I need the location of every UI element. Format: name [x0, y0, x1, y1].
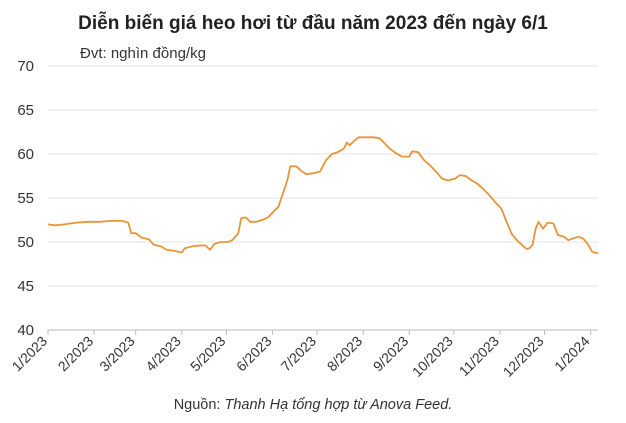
- y-tick-label: 40: [17, 322, 34, 339]
- y-axis: 40 45 50 55 60 65 70: [17, 58, 34, 339]
- y-tick-label: 45: [17, 278, 34, 295]
- chart-title: Diễn biến giá heo hơi từ đầu năm 2023 đế…: [78, 13, 548, 34]
- x-axis: 1/2023 2/2023 3/2023 4/2023 5/2023 6/2023 7/20…: [9, 329, 598, 380]
- x-tick-label: 2/2023: [55, 333, 97, 375]
- unit-label: Đvt: nghìn đồng/kg: [80, 45, 206, 62]
- x-tick-label: 9/2023: [370, 333, 412, 375]
- x-tick-label: 4/2023: [142, 333, 184, 375]
- y-tick-label: 60: [17, 146, 34, 163]
- y-tick-label: 55: [17, 190, 34, 207]
- x-tick-label: 6/2023: [233, 333, 275, 375]
- y-tick-label: 50: [17, 234, 34, 251]
- y-tick-label: 70: [17, 58, 34, 75]
- x-tick-label: 12/2023: [500, 333, 547, 380]
- price-series-line: [47, 136, 599, 255]
- x-tick-label: 3/2023: [96, 333, 138, 375]
- source-note: Nguồn: Thanh Hạ tổng hợp từ Anova Feed.: [0, 397, 626, 413]
- source-label: Nguồn:: [173, 397, 225, 413]
- x-tick-label: 10/2023: [409, 333, 456, 380]
- x-tick-label: 7/2023: [278, 333, 320, 375]
- gridlines: [48, 65, 598, 331]
- x-tick-label: 11/2023: [456, 333, 503, 380]
- x-tick-label: 5/2023: [187, 333, 229, 375]
- x-tick-label: 8/2023: [324, 333, 366, 375]
- source-text: Thanh Hạ tổng hợp từ Anova Feed.: [224, 397, 453, 413]
- x-tick-label: 1/2024: [551, 333, 593, 375]
- y-tick-label: 65: [17, 102, 34, 119]
- line-chart: 40 45 50 55 60 65 70 1/2023 2/2023 3/2023 4/2023 5…: [9, 58, 599, 380]
